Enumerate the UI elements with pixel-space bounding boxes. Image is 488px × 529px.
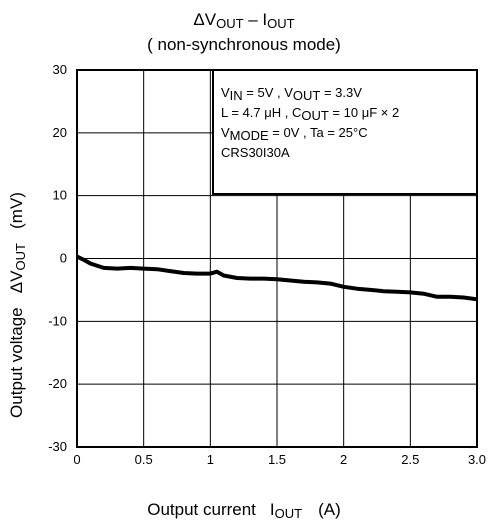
chart-title: ΔVOUT – IOUT <box>0 10 488 30</box>
ylabel-text: Output voltage <box>7 307 26 418</box>
ylabel-delta-v: ΔV <box>7 270 26 294</box>
vmode-value: = 0V , Ta = 25°C <box>268 125 368 140</box>
ylabel-out-subscript: OUT <box>13 243 28 271</box>
y-tick-label: 0 <box>60 251 67 266</box>
condition-line-4: CRS30I30A <box>221 145 290 160</box>
x-axis-label: Output current IOUT (A) <box>0 500 488 520</box>
x-tick-label: 1 <box>207 452 214 467</box>
vin-value: = 5V , V <box>242 85 293 100</box>
series-line <box>76 254 478 302</box>
xlabel-symbol: I <box>269 500 275 519</box>
cout-value: = 10 μF × 2 <box>328 105 400 120</box>
x-tick-labels: 0 0.5 1 1.5 2 2.5 3.0 <box>73 452 486 467</box>
vmode-subscript: MODE <box>229 128 269 143</box>
y-tick-label: 30 <box>53 62 67 77</box>
inductance-value: L = 4.7 μH , C <box>221 105 302 120</box>
title-delta-v: ΔV <box>193 10 217 29</box>
x-tick-label: 1.5 <box>268 452 286 467</box>
condition-line-3: VMODE = 0V , Ta = 25°C <box>221 123 477 143</box>
vout-value: = 3.3V <box>320 85 362 100</box>
ylabel-unit: (mV) <box>7 192 26 229</box>
conditions-box <box>212 69 478 195</box>
y-tick-label: -20 <box>48 376 67 391</box>
x-tick-label: 0.5 <box>135 452 153 467</box>
x-tick-label: 2 <box>340 452 347 467</box>
y-tick-labels: 30 20 10 0 -10 -20 -30 <box>48 62 67 454</box>
x-tick-label: 0 <box>73 452 80 467</box>
vmode-v: V <box>221 125 230 140</box>
vin-subscript: IN <box>229 88 243 103</box>
condition-line-2: L = 4.7 μH , COUT = 10 μF × 2 <box>221 103 477 123</box>
y-tick-label: 10 <box>53 188 67 203</box>
condition-line-1: VIN = 5V , VOUT = 3.3V <box>221 83 477 103</box>
data-series <box>76 254 478 302</box>
title-dash-i: – I <box>243 10 268 29</box>
title-out-subscript-2: OUT <box>267 16 295 31</box>
test-conditions: VIN = 5V , VOUT = 3.3V L = 4.7 μH , COUT… <box>213 70 477 194</box>
xlabel-out-subscript: OUT <box>274 506 303 521</box>
vin-v: V <box>221 85 230 100</box>
x-tick-label: 2.5 <box>401 452 419 467</box>
y-tick-label: 20 <box>53 125 67 140</box>
xlabel-text: Output current <box>147 500 256 519</box>
title-out-subscript-1: OUT <box>216 16 244 31</box>
y-tick-label: -10 <box>48 313 67 328</box>
vout-subscript: OUT <box>292 88 321 103</box>
y-tick-label: -30 <box>48 439 67 454</box>
x-tick-label: 3.0 <box>468 452 486 467</box>
xlabel-unit: (A) <box>318 500 341 519</box>
chart-subtitle: ( non-synchronous mode) <box>147 35 341 54</box>
cout-subscript: OUT <box>301 108 329 123</box>
